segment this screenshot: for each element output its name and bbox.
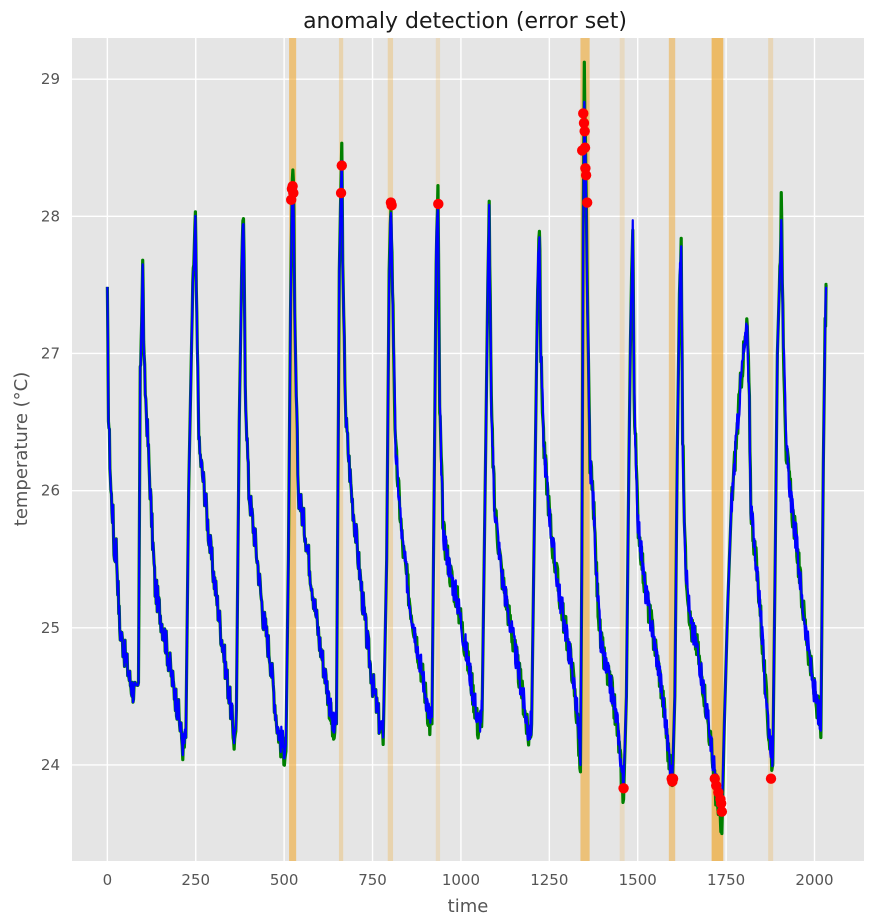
- x-tick-label: 0: [103, 871, 113, 889]
- anomaly-point: [335, 187, 347, 199]
- anomaly-points: [286, 108, 777, 817]
- y-tick-label: 24: [41, 756, 60, 774]
- anomaly-point: [580, 169, 592, 181]
- predicted-series-line: [106, 100, 828, 815]
- y-tick-label: 29: [41, 70, 60, 88]
- plot-background: [72, 38, 864, 861]
- x-tick-label: 750: [358, 871, 387, 889]
- anomaly-band: [768, 38, 774, 861]
- anomaly-point: [618, 783, 629, 794]
- x-tick-label: 1000: [442, 871, 480, 889]
- anomaly-band: [668, 38, 676, 861]
- x-axis-label: time: [448, 896, 489, 917]
- anomaly-point: [579, 126, 590, 137]
- anomaly-point: [716, 806, 728, 817]
- y-axis-ticks: 24 25 26 27 28 29: [41, 70, 60, 774]
- anomaly-point: [433, 198, 444, 210]
- anomaly-point: [667, 773, 679, 784]
- anomaly-point: [765, 773, 777, 784]
- x-tick-label: 250: [181, 871, 210, 889]
- anomaly-point: [579, 142, 591, 153]
- y-tick-label: 26: [41, 482, 60, 500]
- x-tick-label: 1250: [530, 871, 568, 889]
- y-tick-label: 27: [41, 344, 60, 362]
- x-axis-ticks: 0 250 500 750 1000 1250 1500 1750 2000: [103, 871, 834, 889]
- anomaly-point: [288, 187, 299, 199]
- anomaly-band: [711, 38, 724, 861]
- anomaly-band: [289, 38, 297, 861]
- y-tick-label: 25: [41, 619, 60, 637]
- anomaly-band: [338, 38, 344, 861]
- y-axis-label: temperature (°C): [11, 372, 32, 526]
- anomaly-point: [578, 117, 590, 129]
- anomaly-bands: [289, 38, 774, 861]
- anomaly-point: [386, 200, 397, 211]
- x-tick-label: 1750: [707, 871, 745, 889]
- anomaly-band: [619, 38, 625, 861]
- x-tick-label: 1500: [619, 871, 657, 889]
- anomaly-point: [336, 160, 347, 171]
- chart-title: anomaly detection (error set): [303, 9, 627, 34]
- y-tick-label: 28: [41, 207, 60, 225]
- x-tick-label: 2000: [795, 871, 833, 889]
- anomaly-point: [715, 798, 727, 809]
- anomaly-point: [578, 108, 589, 119]
- data-series: [105, 60, 828, 836]
- anomaly-point: [581, 197, 593, 208]
- x-tick-label: 500: [270, 871, 299, 889]
- anomaly-band: [580, 38, 590, 861]
- anomaly-band: [387, 38, 394, 861]
- anomaly-band: [435, 38, 441, 861]
- grid-lines: [72, 38, 864, 861]
